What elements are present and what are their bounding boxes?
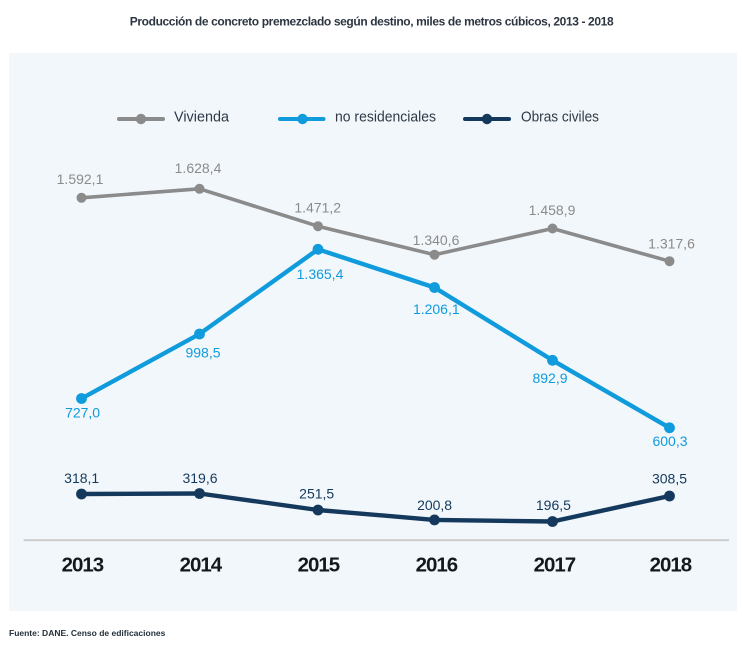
svg-text:2016: 2016 xyxy=(416,554,458,577)
svg-text:1.365,4: 1.365,4 xyxy=(297,266,344,282)
svg-text:2018: 2018 xyxy=(650,554,692,577)
svg-text:1.458,9: 1.458,9 xyxy=(529,202,576,218)
svg-text:Fuente: DANE. Censo de edifica: Fuente: DANE. Censo de edificaciones xyxy=(9,628,166,638)
svg-text:1.340,6: 1.340,6 xyxy=(413,232,460,248)
svg-text:1.628,4: 1.628,4 xyxy=(175,160,222,176)
svg-text:1.317,6: 1.317,6 xyxy=(648,236,695,252)
svg-text:2013: 2013 xyxy=(62,554,104,577)
svg-text:Producción de concreto premezc: Producción de concreto premezclado según… xyxy=(130,15,614,29)
svg-text:1.206,1: 1.206,1 xyxy=(413,301,460,317)
svg-text:1.592,1: 1.592,1 xyxy=(57,171,104,187)
svg-text:no residenciales: no residenciales xyxy=(335,110,436,126)
svg-text:318,1: 318,1 xyxy=(64,470,99,486)
svg-text:2014: 2014 xyxy=(180,554,223,577)
svg-text:2015: 2015 xyxy=(298,554,340,577)
svg-text:1.471,2: 1.471,2 xyxy=(294,200,341,216)
svg-text:Obras civiles: Obras civiles xyxy=(521,110,599,126)
svg-text:308,5: 308,5 xyxy=(652,471,687,487)
svg-text:200,8: 200,8 xyxy=(417,497,452,513)
svg-text:600,3: 600,3 xyxy=(652,433,687,449)
svg-text:998,5: 998,5 xyxy=(185,345,220,361)
svg-text:196,5: 196,5 xyxy=(536,497,571,513)
svg-text:727,0: 727,0 xyxy=(65,405,100,421)
svg-text:892,9: 892,9 xyxy=(532,370,567,386)
svg-text:2017: 2017 xyxy=(534,554,576,577)
svg-text:319,6: 319,6 xyxy=(182,470,217,486)
svg-text:Vivienda: Vivienda xyxy=(174,110,230,126)
svg-text:251,5: 251,5 xyxy=(299,486,334,502)
